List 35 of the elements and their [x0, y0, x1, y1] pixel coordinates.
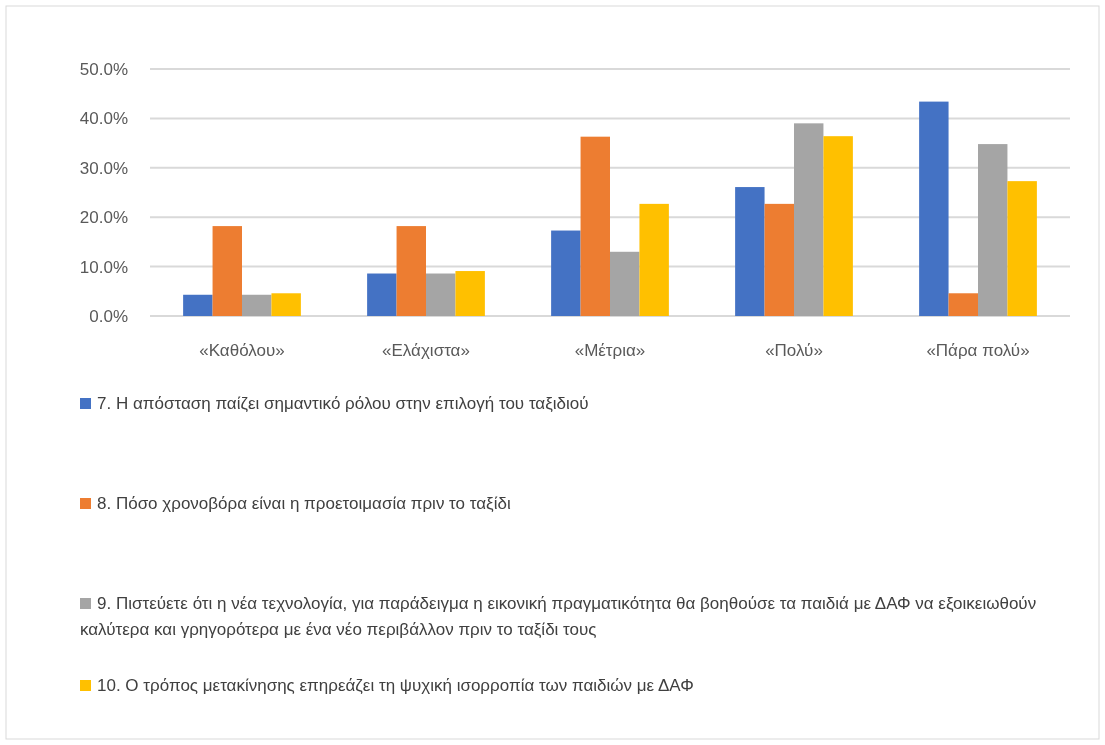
y-tick-label: 10.0% [79, 257, 128, 277]
x-tick-label: «Πολύ» [765, 341, 823, 360]
bar [242, 294, 272, 316]
bar [1007, 181, 1037, 316]
y-tick-label: 30.0% [79, 158, 128, 178]
bar [455, 271, 485, 316]
bar [580, 136, 610, 316]
bar [764, 203, 794, 316]
y-tick-label: 50.0% [79, 59, 128, 79]
y-tick-label: 20.0% [79, 208, 128, 228]
bar [551, 230, 581, 316]
legend-label: 8. Πόσο χρονοβόρα είναι η προετοιμασία πριν το ταξίδι [97, 494, 511, 513]
y-tick-label: 40.0% [79, 109, 128, 129]
bar [794, 123, 824, 316]
x-tick-label: «Ελάχιστα» [382, 341, 470, 360]
bar [610, 251, 640, 316]
bar [271, 293, 301, 316]
legend-label: 9. Πιστεύετε ότι η νέα τεχνολογία, για παράδειγμα η εικονική πραγματικότητα θα βοηθούσε τα παιδιά με ΔΑΦ να εξοικειωθούν καλύτερα και γρηγορότερα με ένα νέο περιβάλλον πριν το ταξίδι τους [80, 594, 1037, 639]
legend-label: 7. Η απόσταση παίζει σημαντικό ρόλου στην επιλογή του ταξιδιού [97, 394, 589, 413]
x-tick-label: «Πάρα πολύ» [926, 341, 1030, 360]
legend-label: 10. Ο τρόπος μετακίνησης επηρεάζει τη ψυχική ισορροπία των παιδιών με ΔΑΦ [97, 676, 694, 695]
bar [948, 293, 978, 316]
x-tick-label: «Μέτρια» [574, 341, 646, 360]
bar [183, 294, 213, 316]
bar [735, 187, 765, 316]
y-tick-label: 0.0% [89, 306, 128, 326]
bar [919, 101, 949, 316]
bar [823, 136, 853, 316]
bar [639, 203, 669, 316]
bar [212, 226, 242, 316]
bar [367, 273, 397, 316]
x-tick-label: «Καθόλου» [199, 341, 285, 360]
bar [396, 226, 426, 316]
bar [426, 273, 456, 316]
bar [978, 144, 1008, 316]
